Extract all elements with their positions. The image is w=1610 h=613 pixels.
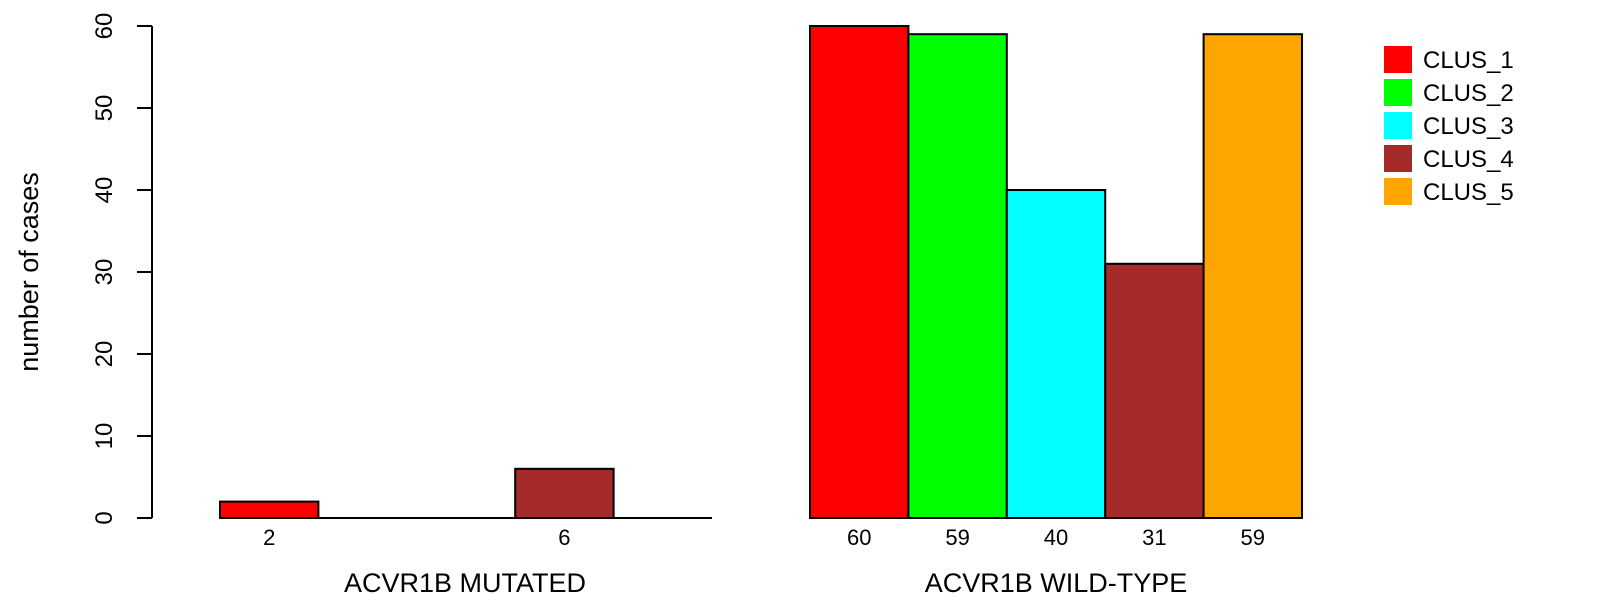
y-tick-label: 40: [91, 177, 118, 204]
y-tick-label: 30: [91, 259, 118, 286]
bar-clus-2: [907, 33, 1008, 519]
bar-value-label: 31: [1142, 525, 1166, 550]
legend-swatch: [1384, 112, 1412, 139]
legend-label: CLUS_5: [1423, 179, 1514, 206]
panel-2: 60 59 40 31 59 ACVR1B WILD-TYPE: [809, 25, 1303, 598]
bar-value-label: 2: [263, 525, 275, 550]
bar-clus-4: [514, 467, 615, 519]
legend-label: CLUS_3: [1423, 113, 1514, 140]
y-axis-title: number of cases: [14, 172, 44, 372]
bar-clus-3: [1005, 189, 1107, 519]
bar-value-label: 59: [1241, 525, 1265, 550]
legend-label: CLUS_1: [1423, 47, 1514, 74]
y-tick-label: 0: [91, 511, 118, 524]
y-tick-label: 20: [91, 341, 118, 368]
bar-clus-5: [1202, 33, 1303, 519]
bar-value-label: 59: [945, 525, 969, 550]
bar-value-label: 40: [1044, 525, 1068, 550]
y-tick-label: 10: [91, 423, 118, 450]
y-axis: 0 10 20 30 40 50 60: [91, 13, 153, 525]
group-title: ACVR1B WILD-TYPE: [925, 568, 1188, 598]
bar-value-label: 6: [558, 525, 570, 550]
bar-clus-1: [809, 25, 910, 519]
y-tick-label: 60: [91, 13, 118, 40]
legend-swatch: [1384, 46, 1412, 73]
y-tick-label: 50: [91, 95, 118, 122]
legend-swatch: [1384, 145, 1412, 172]
group-title: ACVR1B MUTATED: [344, 568, 586, 598]
legend-label: CLUS_4: [1423, 146, 1514, 173]
legend: CLUS_1 CLUS_2 CLUS_3 CLUS_4 CLUS_5: [1384, 46, 1514, 206]
bar-clus-4: [1104, 262, 1205, 519]
legend-label: CLUS_2: [1423, 80, 1514, 107]
chart-panels: 2 6 ACVR1B MUTATED 60 59 40 31 59 ACVR1B WILD-TY…: [219, 25, 1303, 598]
panel-1: 2 6 ACVR1B MUTATED: [219, 467, 712, 598]
legend-swatch: [1384, 79, 1412, 106]
legend-swatch: [1384, 178, 1412, 205]
bar-clus-1: [219, 500, 320, 520]
bar-value-label: 60: [847, 525, 871, 550]
